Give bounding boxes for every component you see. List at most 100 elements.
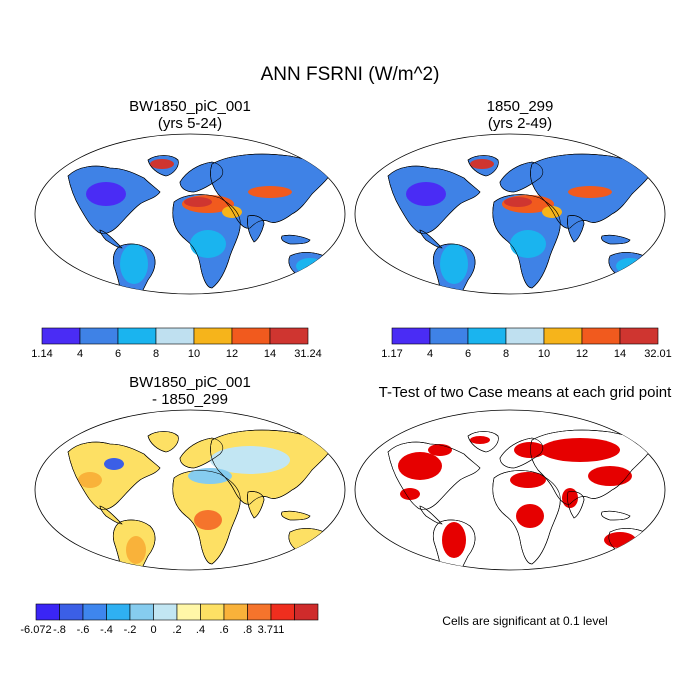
panel-2-title-line2: (yrs 2-49) [487,115,553,132]
map-panel-1-antarctic-interior [80,320,310,328]
colorbar-1-tick-label: 8 [153,348,159,360]
colorbar-3-swatch [270,603,295,621]
colorbar-3-tick-label: -6.072 [20,624,51,636]
significance-footnote: Cells are significant at 0.1 level [442,614,608,628]
colorbar-2-swatch [429,327,469,345]
panel-1-title-line1: BW1850_piC_001 [129,98,251,115]
colorbar-1-tick-label: 14 [264,348,276,360]
map-panel-3-sahara-anomaly [188,468,232,484]
panel-2-title: 1850_299 (yrs 2-49) [370,98,670,132]
map-panel-2 [354,133,666,328]
colorbar-2-tick-label: 10 [538,348,550,360]
map-panel-2-australia-interior [616,258,644,274]
map-panel-3-samerica-anomaly [126,536,146,564]
significant-cells [562,488,578,508]
map-panel-1-gobi [248,186,292,198]
colorbar-3-swatch [129,603,154,621]
map-panel-3-africa-anomaly [194,510,222,530]
significant-cells [514,442,546,458]
colorbar-2-tick-label: 1.17 [381,348,402,360]
colorbar-1-tick-label: 31.24 [294,348,322,360]
colorbar-1-swatch [231,327,271,345]
colorbar-3-swatch [106,603,131,621]
significant-cells [384,590,396,598]
map-panel-4 [354,409,666,600]
panel-1-title-line2: (yrs 5-24) [157,115,223,132]
colorbar-3-tick-label: -.2 [124,624,137,636]
colorbar-3-tick-label: 0 [150,624,156,636]
map-panel-3-hudson-anomaly [104,458,124,470]
significant-cells [540,438,620,462]
colorbar-1-swatch [193,327,233,345]
colorbar-2-swatch [543,327,583,345]
colorbar-2-tick-label: 12 [576,348,588,360]
colorbar-2-swatch [391,327,431,345]
map-panel-3-antarctic-anomaly [70,590,320,604]
map-panel-3-asia-anomaly [210,446,290,474]
significant-cells [510,472,546,488]
colorbar-3-tick-label: 3.711 [258,624,285,636]
map-panel-3 [34,409,346,604]
panel-3-title: BW1850_piC_001 - 1850_299 [40,374,340,408]
colorbar-1-swatch [117,327,157,345]
colorbar-1: 1.14 4 6 8 10 12 14 31.24 [31,327,322,360]
colorbar-3-tick-label: -.8 [53,624,66,636]
significant-cells [442,522,466,558]
map-panel-2-central-africa [510,230,546,258]
map-panel-1 [34,133,346,328]
colorbar-3-swatch [247,603,272,621]
colorbar-3-swatch [223,603,248,621]
colorbar-1-tick-label: 4 [77,348,83,360]
panel-1-title: BW1850_piC_001 (yrs 5-24) [40,98,340,132]
colorbar-2-swatch [467,327,507,345]
colorbar-1-tick-label: 1.14 [31,348,52,360]
figure-title: ANN FSRNI (W/m^2) [260,64,440,85]
significant-cells [516,504,544,528]
map-panel-2-canada [406,182,446,206]
map-panel-1-greenland [150,159,174,169]
colorbar-3-swatch [59,603,84,621]
colorbar-3-swatch [82,603,107,621]
colorbar-1-swatch [269,327,309,345]
map-panel-1-amazon [120,244,148,284]
panel-2-title-line1: 1850_299 [486,98,554,115]
map-panel-2-antarctic-interior [400,320,630,328]
colorbar-1-tick-label: 12 [226,348,238,360]
colorbar-3: -6.072 -.8 -.6 -.4 -.2 0 .2 .4 .6 .8 3.711 [20,603,319,636]
colorbar-3-swatch [153,603,178,621]
colorbar-1-swatch [155,327,195,345]
colorbar-3-swatch [35,603,60,621]
map-panel-2-antarctic-edge [380,312,650,320]
colorbar-2-swatch [619,327,659,345]
significant-cells [470,436,490,444]
colorbar-3-tick-label: .8 [243,624,252,636]
colorbar-1-tick-label: 6 [115,348,121,360]
map-panel-1-canada [86,182,126,206]
significant-cells [588,466,632,486]
map-panel-1-central-africa [190,230,226,258]
colorbar-2-tick-label: 4 [427,348,433,360]
colorbar-1-tick-label: 10 [188,348,200,360]
colorbar-3-swatch [294,603,319,621]
map-panel-3-namerica-anomaly [78,472,102,488]
colorbar-3-tick-label: .2 [172,624,181,636]
colorbar-2-tick-label: 14 [614,348,626,360]
colorbar-3-tick-label: -.4 [100,624,113,636]
colorbar-3-tick-label: .4 [196,624,205,636]
map-panel-2-arabia [542,206,562,218]
colorbar-2-tick-label: 32.01 [644,348,672,360]
map-panel-2-amazon [440,244,468,284]
significant-cells [398,452,442,480]
colorbar-2-swatch [505,327,545,345]
significant-cells [590,588,630,600]
colorbar-2-tick-label: 6 [465,348,471,360]
colorbar-2-swatch [581,327,621,345]
map-panel-1-arabia [222,206,242,218]
significant-cells [400,488,420,500]
map-panel-1-sahara-core [184,197,212,207]
map-panel-1-australia-interior [296,258,324,274]
colorbar-3-tick-label: .6 [219,624,228,636]
panel-4-title: T-Test of two Case means at each grid po… [378,384,672,401]
colorbar-3-tick-label: -.6 [77,624,90,636]
